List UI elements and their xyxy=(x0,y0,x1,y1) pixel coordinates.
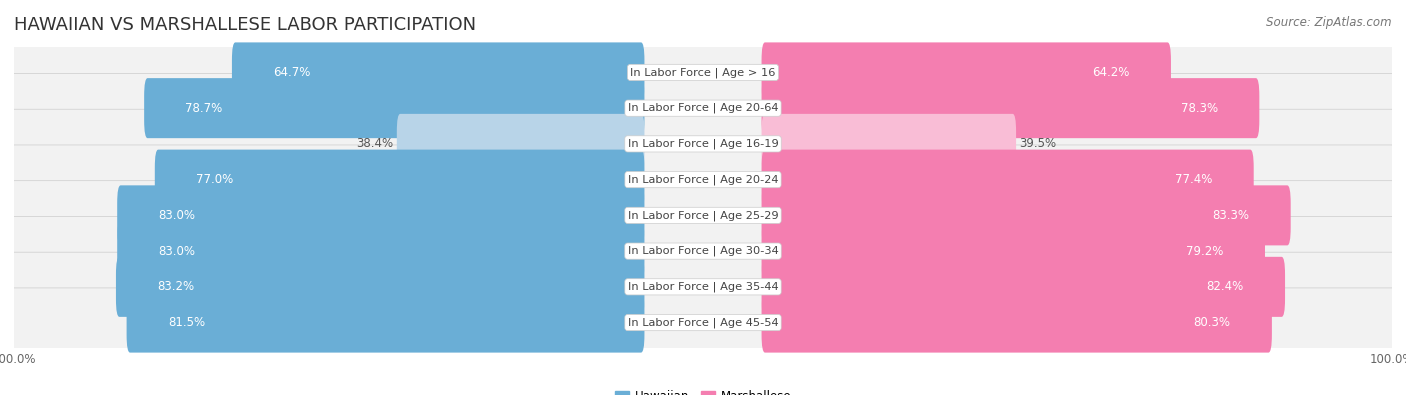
Text: Source: ZipAtlas.com: Source: ZipAtlas.com xyxy=(1267,16,1392,29)
Text: 78.7%: 78.7% xyxy=(186,102,222,115)
FancyBboxPatch shape xyxy=(762,78,1260,138)
Text: 38.4%: 38.4% xyxy=(356,137,394,150)
Text: HAWAIIAN VS MARSHALLESE LABOR PARTICIPATION: HAWAIIAN VS MARSHALLESE LABOR PARTICIPAT… xyxy=(14,16,477,34)
Legend: Hawaiian, Marshallese: Hawaiian, Marshallese xyxy=(610,385,796,395)
FancyBboxPatch shape xyxy=(117,185,644,245)
FancyBboxPatch shape xyxy=(127,293,644,353)
Text: 78.3%: 78.3% xyxy=(1181,102,1218,115)
FancyBboxPatch shape xyxy=(396,114,644,174)
Text: 64.7%: 64.7% xyxy=(273,66,311,79)
Text: 77.4%: 77.4% xyxy=(1175,173,1212,186)
FancyBboxPatch shape xyxy=(762,221,1265,281)
Text: In Labor Force | Age 16-19: In Labor Force | Age 16-19 xyxy=(627,139,779,149)
FancyBboxPatch shape xyxy=(11,73,1395,143)
Text: 83.2%: 83.2% xyxy=(157,280,194,293)
Text: 79.2%: 79.2% xyxy=(1187,245,1223,258)
Text: 83.0%: 83.0% xyxy=(159,245,195,258)
Text: 83.3%: 83.3% xyxy=(1212,209,1250,222)
Text: In Labor Force | Age 25-29: In Labor Force | Age 25-29 xyxy=(627,210,779,221)
FancyBboxPatch shape xyxy=(155,150,644,210)
Text: In Labor Force | Age > 16: In Labor Force | Age > 16 xyxy=(630,67,776,78)
FancyBboxPatch shape xyxy=(11,181,1395,250)
FancyBboxPatch shape xyxy=(11,145,1395,214)
FancyBboxPatch shape xyxy=(762,114,1017,174)
Text: 81.5%: 81.5% xyxy=(167,316,205,329)
Text: In Labor Force | Age 35-44: In Labor Force | Age 35-44 xyxy=(627,282,779,292)
Text: 39.5%: 39.5% xyxy=(1019,137,1057,150)
FancyBboxPatch shape xyxy=(117,221,644,281)
FancyBboxPatch shape xyxy=(762,150,1254,210)
FancyBboxPatch shape xyxy=(115,257,644,317)
FancyBboxPatch shape xyxy=(11,216,1395,286)
Text: 77.0%: 77.0% xyxy=(197,173,233,186)
Text: 83.0%: 83.0% xyxy=(159,209,195,222)
FancyBboxPatch shape xyxy=(11,38,1395,107)
FancyBboxPatch shape xyxy=(11,252,1395,322)
Text: 80.3%: 80.3% xyxy=(1194,316,1230,329)
FancyBboxPatch shape xyxy=(11,288,1395,357)
Text: In Labor Force | Age 30-34: In Labor Force | Age 30-34 xyxy=(627,246,779,256)
FancyBboxPatch shape xyxy=(762,185,1291,245)
Text: 64.2%: 64.2% xyxy=(1092,66,1129,79)
FancyBboxPatch shape xyxy=(762,293,1272,353)
Text: In Labor Force | Age 45-54: In Labor Force | Age 45-54 xyxy=(627,317,779,328)
FancyBboxPatch shape xyxy=(762,257,1285,317)
FancyBboxPatch shape xyxy=(762,42,1171,102)
FancyBboxPatch shape xyxy=(145,78,644,138)
Text: In Labor Force | Age 20-64: In Labor Force | Age 20-64 xyxy=(627,103,779,113)
FancyBboxPatch shape xyxy=(11,109,1395,179)
FancyBboxPatch shape xyxy=(232,42,644,102)
Text: In Labor Force | Age 20-24: In Labor Force | Age 20-24 xyxy=(627,174,779,185)
Text: 82.4%: 82.4% xyxy=(1206,280,1244,293)
